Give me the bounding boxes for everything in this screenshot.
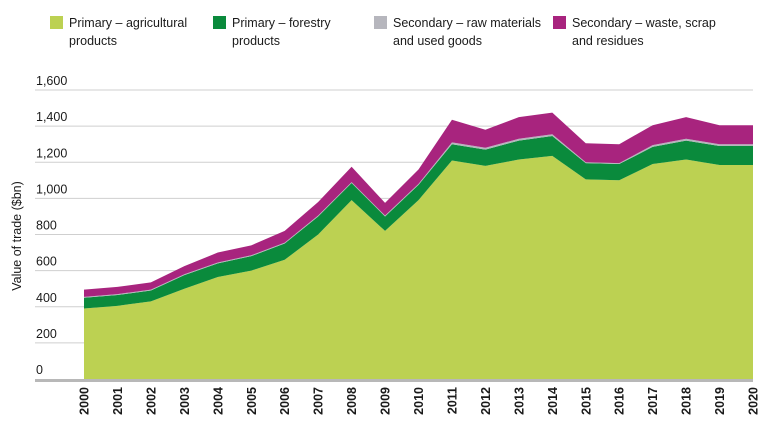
x-tick-label-2019: 2019 [713, 387, 727, 415]
legend-swatch-raw-materials [374, 16, 387, 29]
area-series-4 [84, 112, 753, 297]
y-axis-title: Value of trade ($bn) [10, 181, 24, 291]
x-tick-label-2018: 2018 [680, 387, 694, 415]
area-series-1 [84, 155, 753, 379]
legend-item-agricultural: Primary – agricultural products [50, 14, 219, 50]
legend-label-waste: Secondary – waste, scrap and residues [572, 16, 716, 48]
y-tick-label-0: 0 [36, 363, 43, 377]
legend: Primary – agricultural products Primary … [50, 14, 760, 58]
y-tick-label-1,200: 1,200 [36, 146, 67, 160]
x-tick-label-2006: 2006 [278, 387, 292, 415]
y-tick-label-800: 800 [36, 219, 57, 233]
area-series-2 [84, 136, 753, 309]
legend-swatch-waste [553, 16, 566, 29]
x-tick-label-2016: 2016 [613, 387, 627, 415]
x-tick-label-2008: 2008 [345, 387, 359, 415]
legend-swatch-agricultural [50, 16, 63, 29]
x-tick-label-2005: 2005 [245, 387, 259, 415]
y-tick-label-1,000: 1,000 [36, 182, 67, 196]
y-tick-label-600: 600 [36, 255, 57, 269]
x-tick-label-2017: 2017 [646, 387, 660, 415]
x-tick-label-2002: 2002 [144, 387, 158, 415]
x-tick-label-2003: 2003 [178, 387, 192, 415]
x-tick-label-2004: 2004 [211, 387, 225, 415]
legend-swatch-forestry [213, 16, 226, 29]
x-tick-label-2000: 2000 [78, 387, 92, 415]
x-tick-label-2020: 2020 [747, 387, 761, 415]
legend-item-raw-materials: Secondary – raw materials and used goods [374, 14, 553, 50]
legend-item-forestry: Primary – forestry products [213, 14, 382, 50]
x-tick-label-2013: 2013 [512, 387, 526, 415]
y-tick-label-1,600: 1,600 [36, 74, 67, 88]
x-tick-label-2010: 2010 [412, 387, 426, 415]
legend-label-forestry: Primary – forestry products [232, 16, 331, 48]
legend-label-raw-materials: Secondary – raw materials and used goods [393, 16, 541, 48]
legend-label-agricultural: Primary – agricultural products [69, 16, 188, 48]
x-tick-label-2009: 2009 [379, 387, 393, 415]
x-tick-label-2014: 2014 [546, 387, 560, 415]
x-tick-label-2011: 2011 [445, 387, 459, 414]
x-tick-label-2012: 2012 [479, 387, 493, 415]
y-tick-label-1,400: 1,400 [36, 110, 67, 124]
x-tick-label-2007: 2007 [312, 387, 326, 415]
x-axis-baseline [35, 379, 753, 382]
legend-item-waste: Secondary – waste, scrap and residues [553, 14, 722, 50]
x-tick-label-2015: 2015 [579, 387, 593, 415]
y-tick-label-200: 200 [36, 327, 57, 341]
y-tick-label-400: 400 [36, 291, 57, 305]
x-tick-label-2001: 2001 [111, 387, 125, 415]
